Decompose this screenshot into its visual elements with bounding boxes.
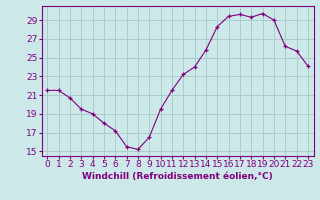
X-axis label: Windchill (Refroidissement éolien,°C): Windchill (Refroidissement éolien,°C)	[82, 172, 273, 181]
